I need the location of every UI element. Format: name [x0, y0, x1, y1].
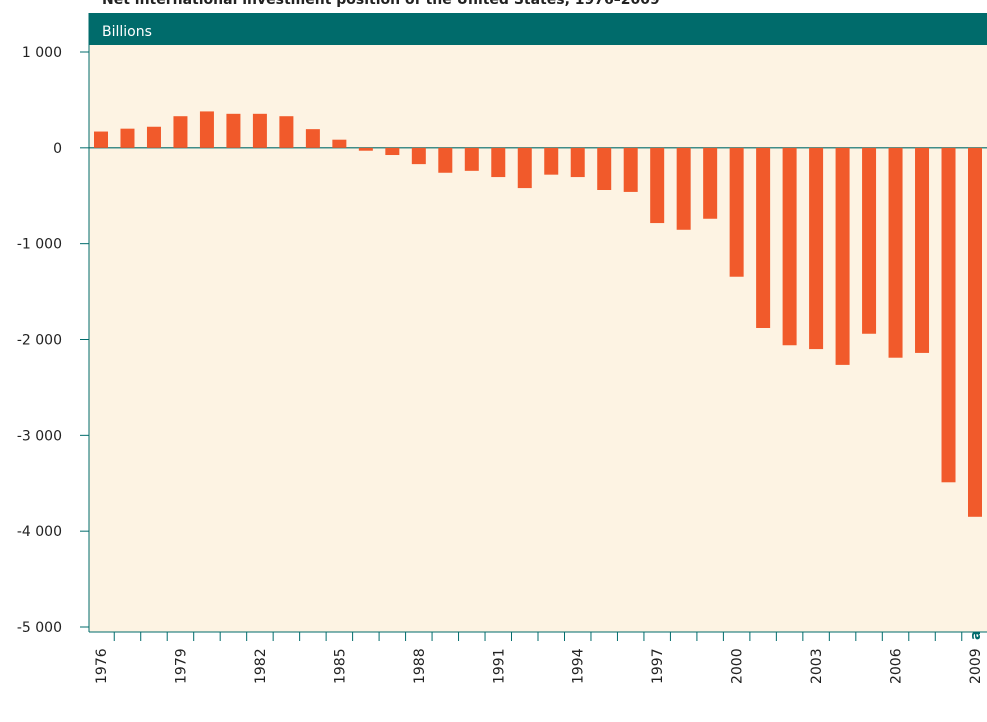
- x-tick-label: 1985: [332, 648, 348, 684]
- y-tick-label: -1 000: [17, 237, 62, 253]
- x-tick-label: 1976: [94, 648, 110, 684]
- bar: [385, 147, 400, 156]
- bar: [120, 128, 135, 148]
- bar: [464, 147, 479, 171]
- y-tick-label: 1 000: [22, 45, 62, 61]
- y-tick-label: -4 000: [17, 524, 62, 540]
- bar: [544, 147, 559, 175]
- chart-title: Net international investment position of…: [102, 0, 660, 8]
- x-tick-label: 1994: [571, 648, 587, 684]
- bar: [279, 116, 294, 148]
- bar: [438, 147, 453, 173]
- unit-label: Billions: [102, 24, 152, 40]
- y-tick-label: -2 000: [17, 333, 62, 349]
- bar: [491, 147, 506, 178]
- bar: [252, 113, 267, 148]
- x-tick-label: 2006: [889, 648, 905, 684]
- bar: [623, 147, 638, 192]
- bar: [703, 147, 718, 219]
- x-tick-label: 1988: [412, 648, 428, 684]
- bar: [332, 139, 347, 148]
- bar: [809, 147, 824, 350]
- x-tick-label: 1982: [253, 648, 269, 684]
- x-tick-label: 1979: [173, 648, 189, 684]
- bar: [597, 147, 612, 190]
- bar: [729, 147, 744, 277]
- bar: [358, 147, 373, 151]
- y-tick-label: -3 000: [17, 428, 62, 444]
- bar: [968, 147, 982, 517]
- bar: [650, 147, 665, 224]
- bar: [756, 147, 771, 328]
- bar: [305, 129, 320, 148]
- bar: [411, 147, 426, 165]
- bar: [173, 116, 188, 148]
- bar: [517, 147, 532, 189]
- bar: [676, 147, 691, 230]
- bar: [888, 147, 903, 358]
- x-tick-label: 2000: [730, 648, 746, 684]
- y-tick-label: -5 000: [17, 620, 62, 636]
- bar: [146, 126, 161, 148]
- bar: [862, 147, 877, 334]
- note-marker: a: [968, 631, 984, 640]
- x-tick-label: 2009: [968, 648, 984, 684]
- x-tick-label: 2003: [809, 648, 825, 684]
- bar: [941, 147, 956, 483]
- x-tick-label: 1991: [491, 648, 507, 684]
- bar: [835, 147, 850, 365]
- plot-background: [89, 45, 987, 632]
- bar: [94, 131, 108, 148]
- y-tick-label: 0: [53, 141, 62, 157]
- x-tick-label: 1997: [650, 648, 666, 684]
- bar: [199, 111, 214, 148]
- bar: [915, 147, 930, 353]
- header-band: [89, 13, 987, 45]
- bar: [782, 147, 797, 346]
- bar: [570, 147, 585, 178]
- bar: [226, 113, 241, 148]
